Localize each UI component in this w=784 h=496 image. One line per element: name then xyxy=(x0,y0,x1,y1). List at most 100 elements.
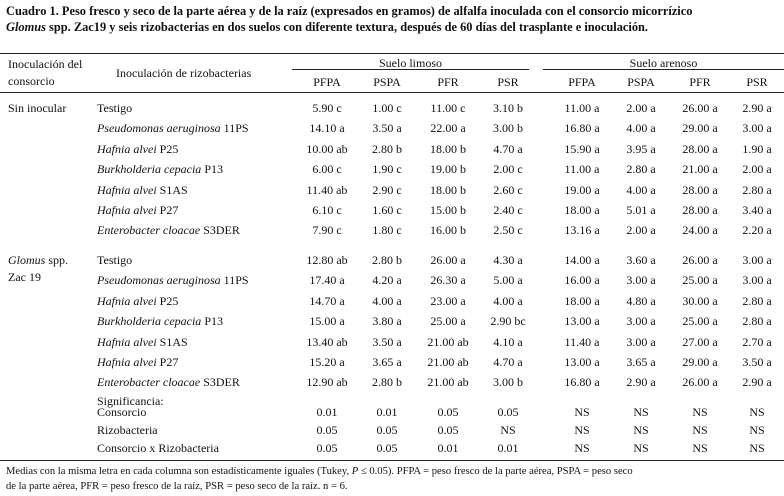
row-treatment: Pseudomonas aeruginosa 11PS xyxy=(97,121,249,136)
cell-value: 3.50 a xyxy=(742,355,772,369)
significance-value: 0.05 xyxy=(497,405,519,419)
cell-value: 17.40 a xyxy=(309,273,345,288)
header-var-3: PFR xyxy=(437,75,459,89)
cell-value: 26.00 a xyxy=(430,253,466,267)
cell-value: 2.20 a xyxy=(742,223,772,238)
cell-value: 3.00 a xyxy=(626,273,656,288)
cell-value: 3.60 a xyxy=(626,253,656,267)
cell-value: 23.00 a xyxy=(430,293,466,308)
cell-value: 3.50 a xyxy=(372,334,402,349)
cell-value: 3.10 b xyxy=(493,101,523,115)
cell-value: 2.80 a xyxy=(742,314,772,329)
cell-value: 29.00 a xyxy=(682,355,718,369)
cell-value: 1.60 c xyxy=(372,203,402,217)
row-treatment: Burkholderia cepacia P13 xyxy=(97,162,223,177)
significance-value: NS xyxy=(749,423,765,437)
significance-value: NS xyxy=(500,423,516,437)
cell-value: 25.00 a xyxy=(682,273,718,288)
cell-value: 3.65 a xyxy=(626,355,656,369)
cell-value: 18.00 a xyxy=(564,203,600,217)
row-treatment: Testigo xyxy=(97,101,133,115)
cell-value: 26.30 a xyxy=(430,273,466,288)
significance-value: 0.01 xyxy=(497,441,519,455)
header-rule xyxy=(0,92,784,93)
cell-value: 26.00 a xyxy=(682,253,718,267)
row-treatment: Testigo xyxy=(97,253,133,267)
cell-value: 15.00 b xyxy=(430,203,466,217)
cell-value: 6.10 c xyxy=(312,203,342,217)
cell-value: 19.00 b xyxy=(430,162,466,177)
cell-value: 4.00 a xyxy=(372,293,402,308)
cell-value: 3.00 a xyxy=(742,121,772,136)
cell-value: 25.00 a xyxy=(682,314,718,329)
cell-value: 16.80 a xyxy=(564,375,600,390)
cell-value: 1.80 c xyxy=(372,223,402,238)
row-treatment: Hafnia alvei P27 xyxy=(97,203,179,217)
cell-value: 4.00 a xyxy=(626,182,656,197)
cell-value: 1.90 a xyxy=(742,141,772,156)
cell-value: 15.90 a xyxy=(564,141,600,156)
cell-value: 18.00 b xyxy=(430,182,466,197)
cell-value: 4.80 a xyxy=(626,293,656,308)
cell-value: 21.00 ab xyxy=(427,334,469,349)
cell-value: 28.00 a xyxy=(682,203,718,217)
caption-genus: Glomus xyxy=(6,20,46,34)
cell-value: 26.00 a xyxy=(682,101,718,115)
cell-value: 22.00 a xyxy=(430,121,466,136)
suelo-limoso-rule xyxy=(292,69,529,70)
cell-value: 2.90 a xyxy=(626,375,656,390)
cell-value: 16.00 b xyxy=(430,223,466,238)
cell-value: 13.16 a xyxy=(564,223,600,238)
suelo-arenoso-rule xyxy=(543,69,784,70)
cell-value: 4.30 a xyxy=(493,253,523,267)
significance-label: Consorcio xyxy=(97,405,147,419)
significance-value: NS xyxy=(749,441,765,455)
cell-value: 14.10 a xyxy=(309,121,345,136)
cell-value: 10.00 ab xyxy=(306,141,348,156)
row-treatment: Enterobacter cloacae S3DER xyxy=(97,375,240,390)
footnote-line-2: de la parte aérea, PFR = peso fresco de … xyxy=(6,481,348,492)
cell-value: 2.50 c xyxy=(493,223,523,238)
cell-value: 18.00 a xyxy=(564,293,600,308)
caption-rest: spp. Zac19 y seis rizobacterias en dos s… xyxy=(45,20,649,34)
cell-value: 21.00 a xyxy=(682,162,718,177)
cell-value: 5.90 c xyxy=(312,101,342,115)
cell-value: 26.00 a xyxy=(682,375,718,390)
row-treatment: Hafnia alvei S1AS xyxy=(97,334,188,349)
cell-value: 2.90 c xyxy=(372,182,402,197)
cell-value: 11.00 c xyxy=(430,101,466,115)
cell-value: 2.80 a xyxy=(742,293,772,308)
bottom-rule xyxy=(0,460,784,461)
cell-value: 30.00 a xyxy=(682,293,718,308)
significance-value: 0.05 xyxy=(316,423,338,437)
significance-value: 0.05 xyxy=(376,423,398,437)
significance-value: NS xyxy=(633,423,649,437)
cell-value: 5.00 a xyxy=(493,273,523,288)
cell-value: 3.00 a xyxy=(626,314,656,329)
cell-value: 2.90 bc xyxy=(490,314,526,329)
cell-value: 3.50 a xyxy=(372,121,402,136)
cell-value: 4.10 a xyxy=(493,334,523,349)
significance-value: NS xyxy=(692,405,708,419)
header-var-6: PSPA xyxy=(627,75,655,89)
cell-value: 3.65 a xyxy=(372,355,402,369)
significance-value: 0.01 xyxy=(437,441,459,455)
cell-value: 2.90 a xyxy=(742,375,772,390)
header-var-1: PFPA xyxy=(313,75,341,89)
significance-value: 0.05 xyxy=(316,441,338,455)
cell-value: 16.80 a xyxy=(564,121,600,136)
top-rule xyxy=(0,53,784,54)
cell-value: 2.60 c xyxy=(493,182,523,197)
cell-value: 27.00 a xyxy=(682,334,718,349)
significance-value: NS xyxy=(749,405,765,419)
cell-value: 11.40 ab xyxy=(306,182,348,197)
cell-value: 4.20 a xyxy=(372,273,402,288)
header-rizobacterias: Inoculación de rizobacterias xyxy=(116,66,252,80)
cell-value: 2.80 a xyxy=(626,162,656,177)
significance-value: 0.05 xyxy=(437,423,459,437)
cell-value: 2.70 a xyxy=(742,334,772,349)
cell-value: 18.00 b xyxy=(430,141,466,156)
header-var-4: PSR xyxy=(497,75,519,89)
cell-value: 4.00 a xyxy=(626,121,656,136)
group-label-1: Sin inocular xyxy=(8,101,67,115)
